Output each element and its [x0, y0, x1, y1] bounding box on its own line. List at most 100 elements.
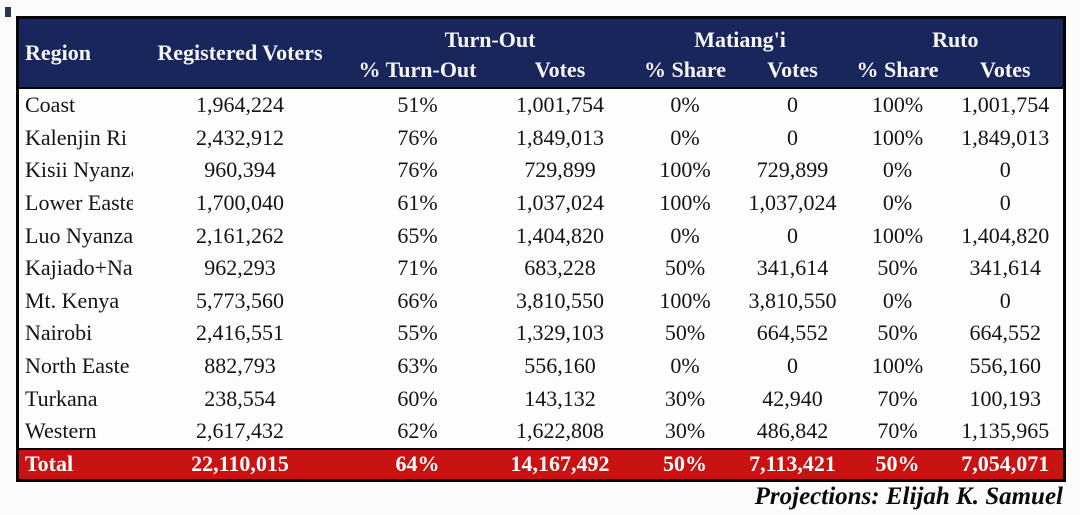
ruto-votes-cell: 0	[947, 154, 1065, 187]
region-cell: Coast	[17, 88, 133, 122]
registered-voters-cell: 238,554	[132, 382, 348, 415]
turnout-votes-cell: 1,001,754	[487, 88, 633, 122]
registered-voters-cell: 1,700,040	[132, 186, 348, 220]
turnout-votes-cell: 556,160	[487, 349, 633, 383]
ruto-votes-cell: 341,614	[947, 251, 1065, 285]
ruto-share-cell: 100%	[847, 219, 948, 252]
turnout-pct-cell: 55%	[347, 317, 488, 350]
matiangi-votes-cell: 0	[737, 88, 848, 122]
total-ruto-share: 50%	[847, 447, 948, 481]
total-ruto-votes: 7,054,071	[947, 447, 1065, 481]
matiangi-votes-cell: 0	[737, 219, 848, 252]
ruto-votes-cell: 1,001,754	[947, 88, 1065, 122]
ruto-share-cell: 100%	[847, 349, 948, 383]
region-cell: Nairobi	[17, 317, 133, 350]
col-header-turnout-votes: Votes	[487, 53, 633, 88]
total-label: Total	[17, 447, 133, 481]
turnout-votes-cell: 1,849,013	[487, 121, 633, 155]
registered-voters-cell: 2,161,262	[132, 219, 348, 252]
total-turnout-pct: 64%	[347, 447, 488, 481]
col-header-matiangi-share: % Share	[632, 53, 738, 88]
ruto-votes-cell: 1,404,820	[947, 219, 1065, 252]
ruto-votes-cell: 0	[947, 186, 1065, 220]
matiangi-votes-cell: 42,940	[737, 382, 848, 415]
table-body: Coast 1,964,224 51% 1,001,754 0% 0 100% …	[17, 88, 1065, 481]
table-row: North Easte 882,793 63% 556,160 0% 0 100…	[17, 349, 1065, 383]
col-header-matiangi-votes: Votes	[737, 53, 848, 88]
matiangi-votes-cell: 664,552	[737, 317, 848, 350]
turnout-pct-cell: 63%	[347, 349, 488, 383]
col-group-matiangi: Matiang'i	[632, 17, 848, 53]
registered-voters-cell: 2,432,912	[132, 121, 348, 155]
registered-voters-cell: 2,416,551	[132, 317, 348, 350]
ruto-share-cell: 0%	[847, 284, 948, 318]
table-row: Kalenjin Ri 2,432,912 76% 1,849,013 0% 0…	[17, 121, 1065, 155]
table-row: Turkana 238,554 60% 143,132 30% 42,940 7…	[17, 382, 1065, 415]
ruto-share-cell: 100%	[847, 88, 948, 122]
matiangi-share-cell: 100%	[632, 186, 738, 220]
turnout-votes-cell: 729,899	[487, 154, 633, 187]
region-cell: Luo Nyanza	[17, 219, 133, 252]
matiangi-share-cell: 30%	[632, 414, 738, 449]
ruto-votes-cell: 0	[947, 284, 1065, 318]
turnout-pct-cell: 51%	[347, 88, 488, 122]
region-cell: Mt. Kenya	[17, 284, 133, 318]
table-row: Coast 1,964,224 51% 1,001,754 0% 0 100% …	[17, 88, 1065, 122]
matiangi-votes-cell: 341,614	[737, 251, 848, 285]
registered-voters-cell: 962,293	[132, 251, 348, 285]
ruto-votes-cell: 664,552	[947, 317, 1065, 350]
region-cell: Kisii Nyanza	[17, 154, 133, 187]
matiangi-share-cell: 50%	[632, 251, 738, 285]
turnout-pct-cell: 66%	[347, 284, 488, 318]
col-group-ruto: Ruto	[847, 17, 1065, 53]
projections-table-container: Region Registered Voters Turn-Out Matian…	[16, 16, 1067, 482]
total-matiangi-share: 50%	[632, 447, 738, 481]
col-group-turnout: Turn-Out	[347, 17, 633, 53]
table-row: Lower Easte 1,700,040 61% 1,037,024 100%…	[17, 186, 1065, 220]
region-cell: Turkana	[17, 382, 133, 415]
ruto-share-cell: 70%	[847, 382, 948, 415]
matiangi-share-cell: 30%	[632, 382, 738, 415]
ruto-share-cell: 0%	[847, 154, 948, 187]
col-header-turnout-pct: % Turn-Out	[347, 53, 488, 88]
registered-voters-cell: 2,617,432	[132, 414, 348, 449]
registered-voters-cell: 1,964,224	[132, 88, 348, 122]
matiangi-share-cell: 0%	[632, 121, 738, 155]
turnout-votes-cell: 3,810,550	[487, 284, 633, 318]
matiangi-share-cell: 0%	[632, 349, 738, 383]
turnout-pct-cell: 61%	[347, 186, 488, 220]
projections-table: Region Registered Voters Turn-Out Matian…	[16, 16, 1067, 482]
total-registered: 22,110,015	[132, 447, 348, 481]
ruto-share-cell: 0%	[847, 186, 948, 220]
table-row: Kajiado+Na 962,293 71% 683,228 50% 341,6…	[17, 251, 1065, 285]
matiangi-votes-cell: 729,899	[737, 154, 848, 187]
registered-voters-cell: 960,394	[132, 154, 348, 187]
ruto-share-cell: 50%	[847, 251, 948, 285]
ruto-share-cell: 70%	[847, 414, 948, 449]
matiangi-votes-cell: 486,842	[737, 414, 848, 449]
table-row: Kisii Nyanza 960,394 76% 729,899 100% 72…	[17, 154, 1065, 187]
ruto-votes-cell: 1,849,013	[947, 121, 1065, 155]
header-group-row: Region Registered Voters Turn-Out Matian…	[17, 17, 1065, 88]
turnout-pct-cell: 62%	[347, 414, 488, 449]
table-header: Region Registered Voters Turn-Out Matian…	[17, 17, 1065, 88]
turnout-pct-cell: 71%	[347, 251, 488, 285]
turnout-votes-cell: 1,622,808	[487, 414, 633, 449]
region-cell: North Easte	[17, 349, 133, 383]
table-row: Luo Nyanza 2,161,262 65% 1,404,820 0% 0 …	[17, 219, 1065, 252]
turnout-pct-cell: 76%	[347, 154, 488, 187]
region-cell: Kajiado+Na	[17, 251, 133, 285]
matiangi-votes-cell: 0	[737, 121, 848, 155]
matiangi-share-cell: 100%	[632, 154, 738, 187]
region-cell: Kalenjin Ri	[17, 121, 133, 155]
ruto-votes-cell: 1,135,965	[947, 414, 1065, 449]
total-turnout-votes: 14,167,492	[487, 447, 633, 481]
region-cell: Western	[17, 414, 133, 449]
col-header-region: Region	[17, 17, 133, 88]
matiangi-share-cell: 50%	[632, 317, 738, 350]
turnout-votes-cell: 143,132	[487, 382, 633, 415]
turnout-pct-cell: 60%	[347, 382, 488, 415]
matiangi-votes-cell: 3,810,550	[737, 284, 848, 318]
col-header-ruto-share: % Share	[847, 53, 948, 88]
